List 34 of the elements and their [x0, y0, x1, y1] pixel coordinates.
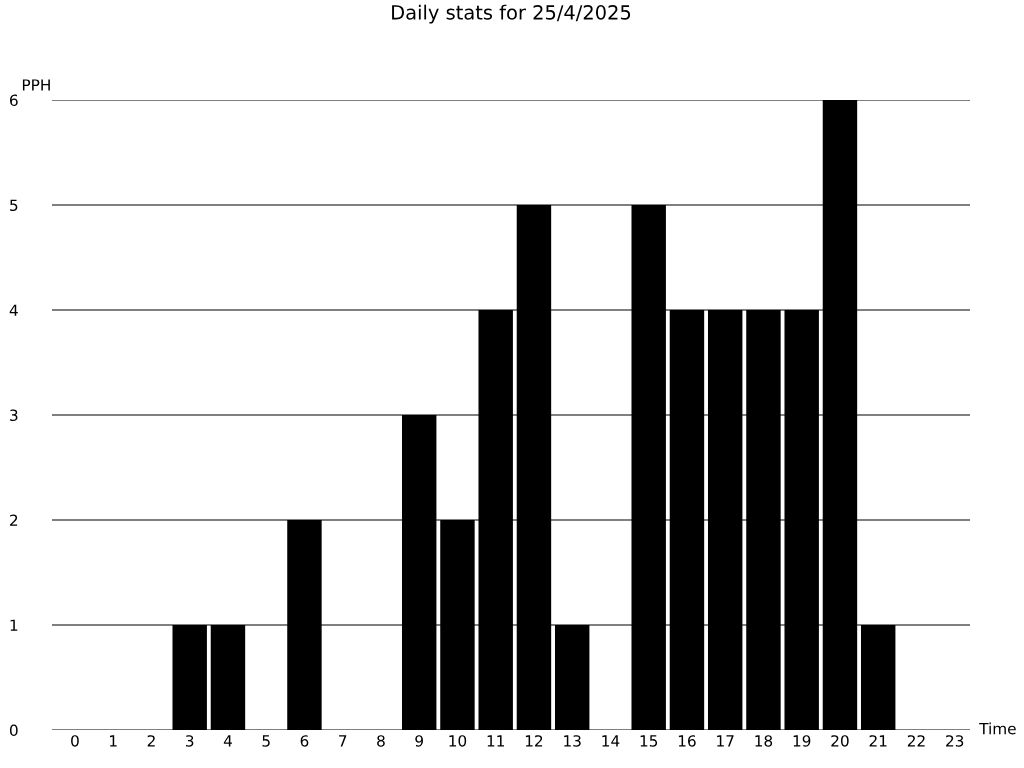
x-tick-label: 11 [487, 735, 505, 747]
x-tick-label: 22 [907, 735, 925, 747]
y-axis-title: PPH [22, 79, 50, 91]
y-tick-label: 3 [10, 409, 18, 422]
x-tick-label: 3 [186, 735, 194, 747]
x-axis-title: Time [979, 722, 1016, 735]
x-tick-label: 8 [377, 735, 385, 747]
y-tick-label: 0 [9, 724, 18, 737]
x-tick-label: 19 [793, 735, 811, 747]
x-tick-label: 5 [262, 735, 270, 747]
y-tick-label: 5 [10, 199, 18, 212]
y-tick-label: 1 [10, 619, 18, 631]
x-tick-label: 21 [869, 735, 887, 747]
y-tick-label: 6 [10, 94, 18, 107]
x-tick-label: 18 [755, 735, 773, 747]
y-tick-label: 2 [10, 514, 18, 526]
x-tick-label: 7 [339, 735, 347, 747]
x-tick-label: 14 [602, 735, 620, 747]
x-tick-label: 2 [147, 735, 155, 747]
y-tick-label: 4 [9, 304, 18, 316]
x-tick-label: 20 [831, 735, 849, 747]
x-tick-label: 12 [525, 735, 543, 747]
x-tick-label: 15 [640, 735, 658, 747]
x-tick-label: 6 [300, 735, 309, 747]
x-tick-label: 1 [110, 735, 117, 747]
x-tick-label: 0 [71, 735, 79, 747]
x-tick-label: 4 [223, 735, 232, 747]
x-tick-label: 13 [564, 735, 581, 747]
chart-title: Daily stats for 25/4/2025 [392, 4, 631, 24]
x-tick-label: 17 [717, 735, 734, 747]
x-tick-label: 16 [678, 735, 696, 747]
x-tick-label: 10 [449, 735, 467, 747]
x-tick-label: 9 [415, 735, 423, 747]
x-tick-label: 23 [946, 735, 964, 747]
